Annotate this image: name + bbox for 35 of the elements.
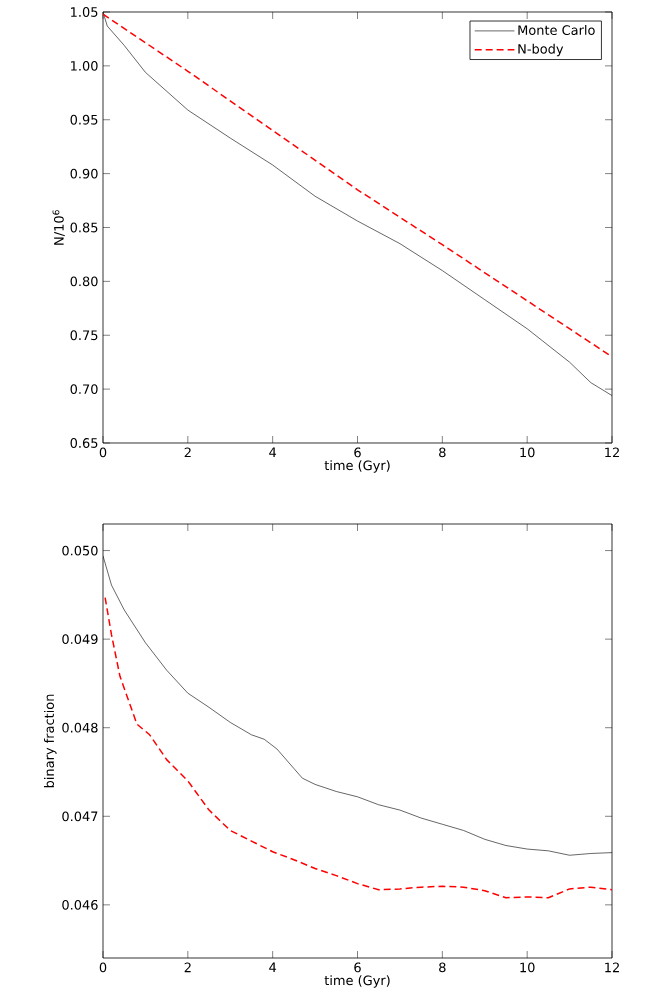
y-tick-label: 0.95 [70,114,98,125]
y-tick-label: 0.046 [62,899,98,910]
x-tick-label: 2 [184,962,191,973]
y-tick-label: 0.90 [70,168,98,179]
x-tick-label: 2 [184,447,191,458]
y-tick-label: 0.047 [62,811,98,822]
legend-label: N-body [518,43,564,57]
line-series [104,596,613,899]
x-tick-label: 4 [269,962,277,972]
x-tick-label: 0 [99,447,107,458]
y-tick-label: 0.80 [70,276,98,287]
legend-label: Monte Carlo [518,25,595,36]
x-tick-label: 10 [520,962,535,973]
x-tick-label: 10 [520,447,535,458]
y-tick-label: 0.050 [62,545,98,556]
y-tick-label: 1.05 [71,7,98,17]
x-tick-label: 8 [439,962,446,973]
x-tick-label: 4 [269,447,277,457]
y-axis-title: binary fraction [44,694,57,788]
x-tick-label: 12 [605,447,619,458]
y-tick-label: 0.049 [62,634,98,645]
x-tick-label: 8 [439,447,446,458]
x-tick-label: 6 [354,447,361,458]
y-tick-label: 0.70 [70,384,98,395]
x-axis-title: time (Gyr) [324,975,390,988]
x-axis-title: time (Gyr) [324,460,390,473]
x-tick-label: 6 [354,962,361,973]
y-tick-label: 0.75 [70,330,98,341]
y-tick-label: 1.00 [71,60,98,71]
y-axis-title: N/10$^{6}$ [52,210,65,245]
x-tick-label: 12 [605,962,619,973]
x-tick-label: 0 [99,962,107,973]
y-tick-label: 0.85 [70,222,98,233]
y-tick-label: 0.65 [70,438,98,448]
y-tick-label: 0.048 [62,722,98,733]
